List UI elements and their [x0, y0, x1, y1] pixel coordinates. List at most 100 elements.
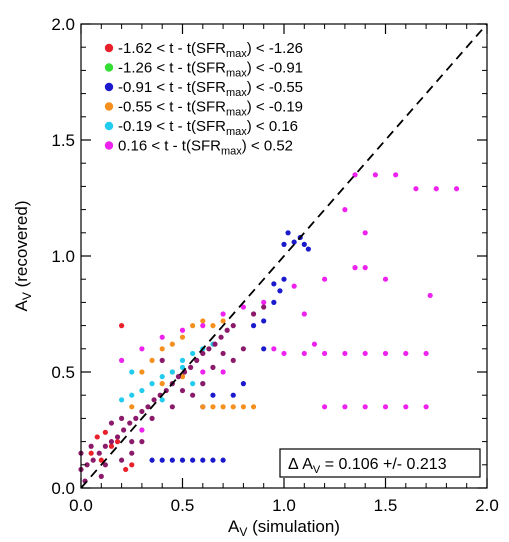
- data-point-series-4: [129, 392, 135, 398]
- data-point-series-6: [139, 408, 145, 415]
- data-point-series-6: [133, 415, 139, 421]
- data-point-series-2: [200, 457, 206, 463]
- legend-entry-sub: max: [221, 146, 242, 158]
- data-point-series-4: [159, 374, 165, 380]
- data-point-series-5: [413, 186, 419, 192]
- data-point-series-3: [179, 374, 186, 380]
- legend-entry: -0.91 < t - t(SFRmax) < -0.55: [118, 79, 303, 99]
- data-point-series-3: [169, 341, 175, 347]
- data-point-series-5: [342, 404, 348, 410]
- data-point-series-5: [220, 369, 226, 375]
- legend-entry: 0.16 < t - t(SFRmax) < 0.52: [118, 138, 293, 158]
- data-point-series-3: [210, 404, 216, 410]
- data-point-series-5: [362, 265, 368, 271]
- data-point-series-5: [453, 186, 460, 192]
- data-point-series-5: [403, 350, 409, 357]
- legend: -1.62 < t - t(SFRmax) < -1.26-1.26 < t -…: [104, 40, 303, 158]
- data-point-series-5: [342, 350, 348, 357]
- data-point-series-3: [220, 404, 226, 410]
- axis-ticks: 0.0 0.5 1.0 1.5 2.0 0.0 0.5 1.0 1.5 2.0: [51, 15, 498, 515]
- data-point-series-3: [139, 369, 145, 375]
- data-points-layer: [78, 172, 460, 484]
- legend-entry-sub: max: [226, 48, 247, 60]
- data-point-series-0: [88, 450, 94, 456]
- one-to-one-reference-line: [80, 23, 488, 489]
- y-tick-label: 1.5: [51, 131, 75, 150]
- data-point-series-6: [129, 450, 135, 456]
- data-point-series-0: [119, 323, 125, 329]
- x-axis-label-rest: (simulation): [247, 517, 340, 536]
- data-point-series-5: [362, 230, 368, 236]
- annotation-box: [279, 448, 481, 478]
- data-point-series-6: [159, 357, 165, 363]
- legend-marker: [104, 82, 114, 92]
- data-point-series-6: [200, 350, 206, 357]
- y-tick-label: 1.0: [51, 247, 75, 266]
- data-point-series-3: [129, 404, 135, 410]
- y-tick-label: 0.5: [51, 363, 75, 382]
- data-point-series-0: [94, 434, 100, 440]
- data-point-series-5: [240, 304, 246, 310]
- data-point-series-5: [433, 186, 439, 192]
- legend-entry: -1.26 < t - t(SFRmax) < -0.91: [118, 60, 303, 80]
- data-point-series-6: [200, 381, 206, 387]
- data-point-series-6: [114, 434, 121, 440]
- data-point-series-6: [121, 427, 127, 433]
- legend-marker: [104, 102, 114, 111]
- data-point-series-2: [291, 239, 297, 245]
- data-point-series-5: [322, 276, 328, 282]
- data-point-series-6: [151, 397, 157, 403]
- data-point-series-5: [393, 172, 399, 178]
- data-point-series-6: [240, 346, 246, 352]
- data-point-series-6: [230, 323, 236, 329]
- data-point-series-6: [218, 334, 224, 340]
- data-point-series-3: [200, 404, 206, 410]
- data-point-series-4: [149, 381, 155, 387]
- x-axis-label-sub: V: [239, 525, 247, 539]
- data-point-series-6: [188, 364, 194, 370]
- data-point-series-6: [206, 346, 212, 352]
- data-point-series-6: [108, 420, 115, 426]
- x-axis-label-main: A: [228, 517, 240, 536]
- legend-entry-end: ) < -1.26: [247, 40, 303, 57]
- legend-entry: -1.62 < t - t(SFRmax) < -1.26: [118, 40, 303, 60]
- data-point-series-2: [149, 457, 155, 463]
- data-point-series-2: [159, 457, 165, 463]
- data-point-series-6: [250, 311, 257, 317]
- data-point-series-6: [129, 439, 135, 445]
- data-point-series-2: [301, 241, 307, 247]
- data-point-series-5: [159, 334, 165, 340]
- data-point-series-4: [119, 397, 125, 403]
- annotation-text: Δ AV = 0.106 +/- 0.213: [288, 456, 447, 476]
- legend-entry-end: ) < 0.52: [242, 138, 293, 155]
- data-point-series-3: [220, 318, 226, 324]
- y-tick-label: 2.0: [51, 15, 75, 34]
- data-point-series-2: [169, 457, 175, 463]
- data-point-series-2: [281, 276, 287, 282]
- data-point-series-5: [139, 427, 145, 433]
- legend-entry-end: ) < -0.91: [247, 60, 303, 77]
- data-point-series-6: [102, 462, 108, 468]
- legend-marker: [104, 63, 114, 72]
- data-point-series-3: [230, 404, 236, 410]
- data-point-series-2: [240, 381, 246, 387]
- data-point-series-3: [159, 346, 165, 352]
- legend-entry-text: -0.91 < t - t(SFR: [118, 79, 226, 96]
- data-point-series-4: [169, 369, 175, 375]
- legend-entry-sub: max: [226, 68, 247, 80]
- data-point-series-2: [305, 246, 311, 252]
- data-point-series-6: [224, 327, 230, 333]
- data-point-series-3: [149, 357, 155, 363]
- data-point-series-5: [322, 404, 328, 410]
- data-point-series-6: [119, 457, 125, 463]
- data-point-series-5: [301, 350, 307, 357]
- legend-entry-text: -1.62 < t - t(SFR: [118, 40, 226, 57]
- data-point-series-5: [301, 311, 307, 317]
- y-axis-label-main: A: [12, 300, 31, 312]
- data-point-series-5: [352, 265, 358, 271]
- x-tick-label: 1.5: [374, 496, 398, 515]
- annotation-prefix: Δ A: [288, 456, 313, 473]
- data-point-series-6: [220, 350, 226, 357]
- data-point-series-6: [119, 415, 125, 421]
- data-point-series-6: [90, 457, 96, 463]
